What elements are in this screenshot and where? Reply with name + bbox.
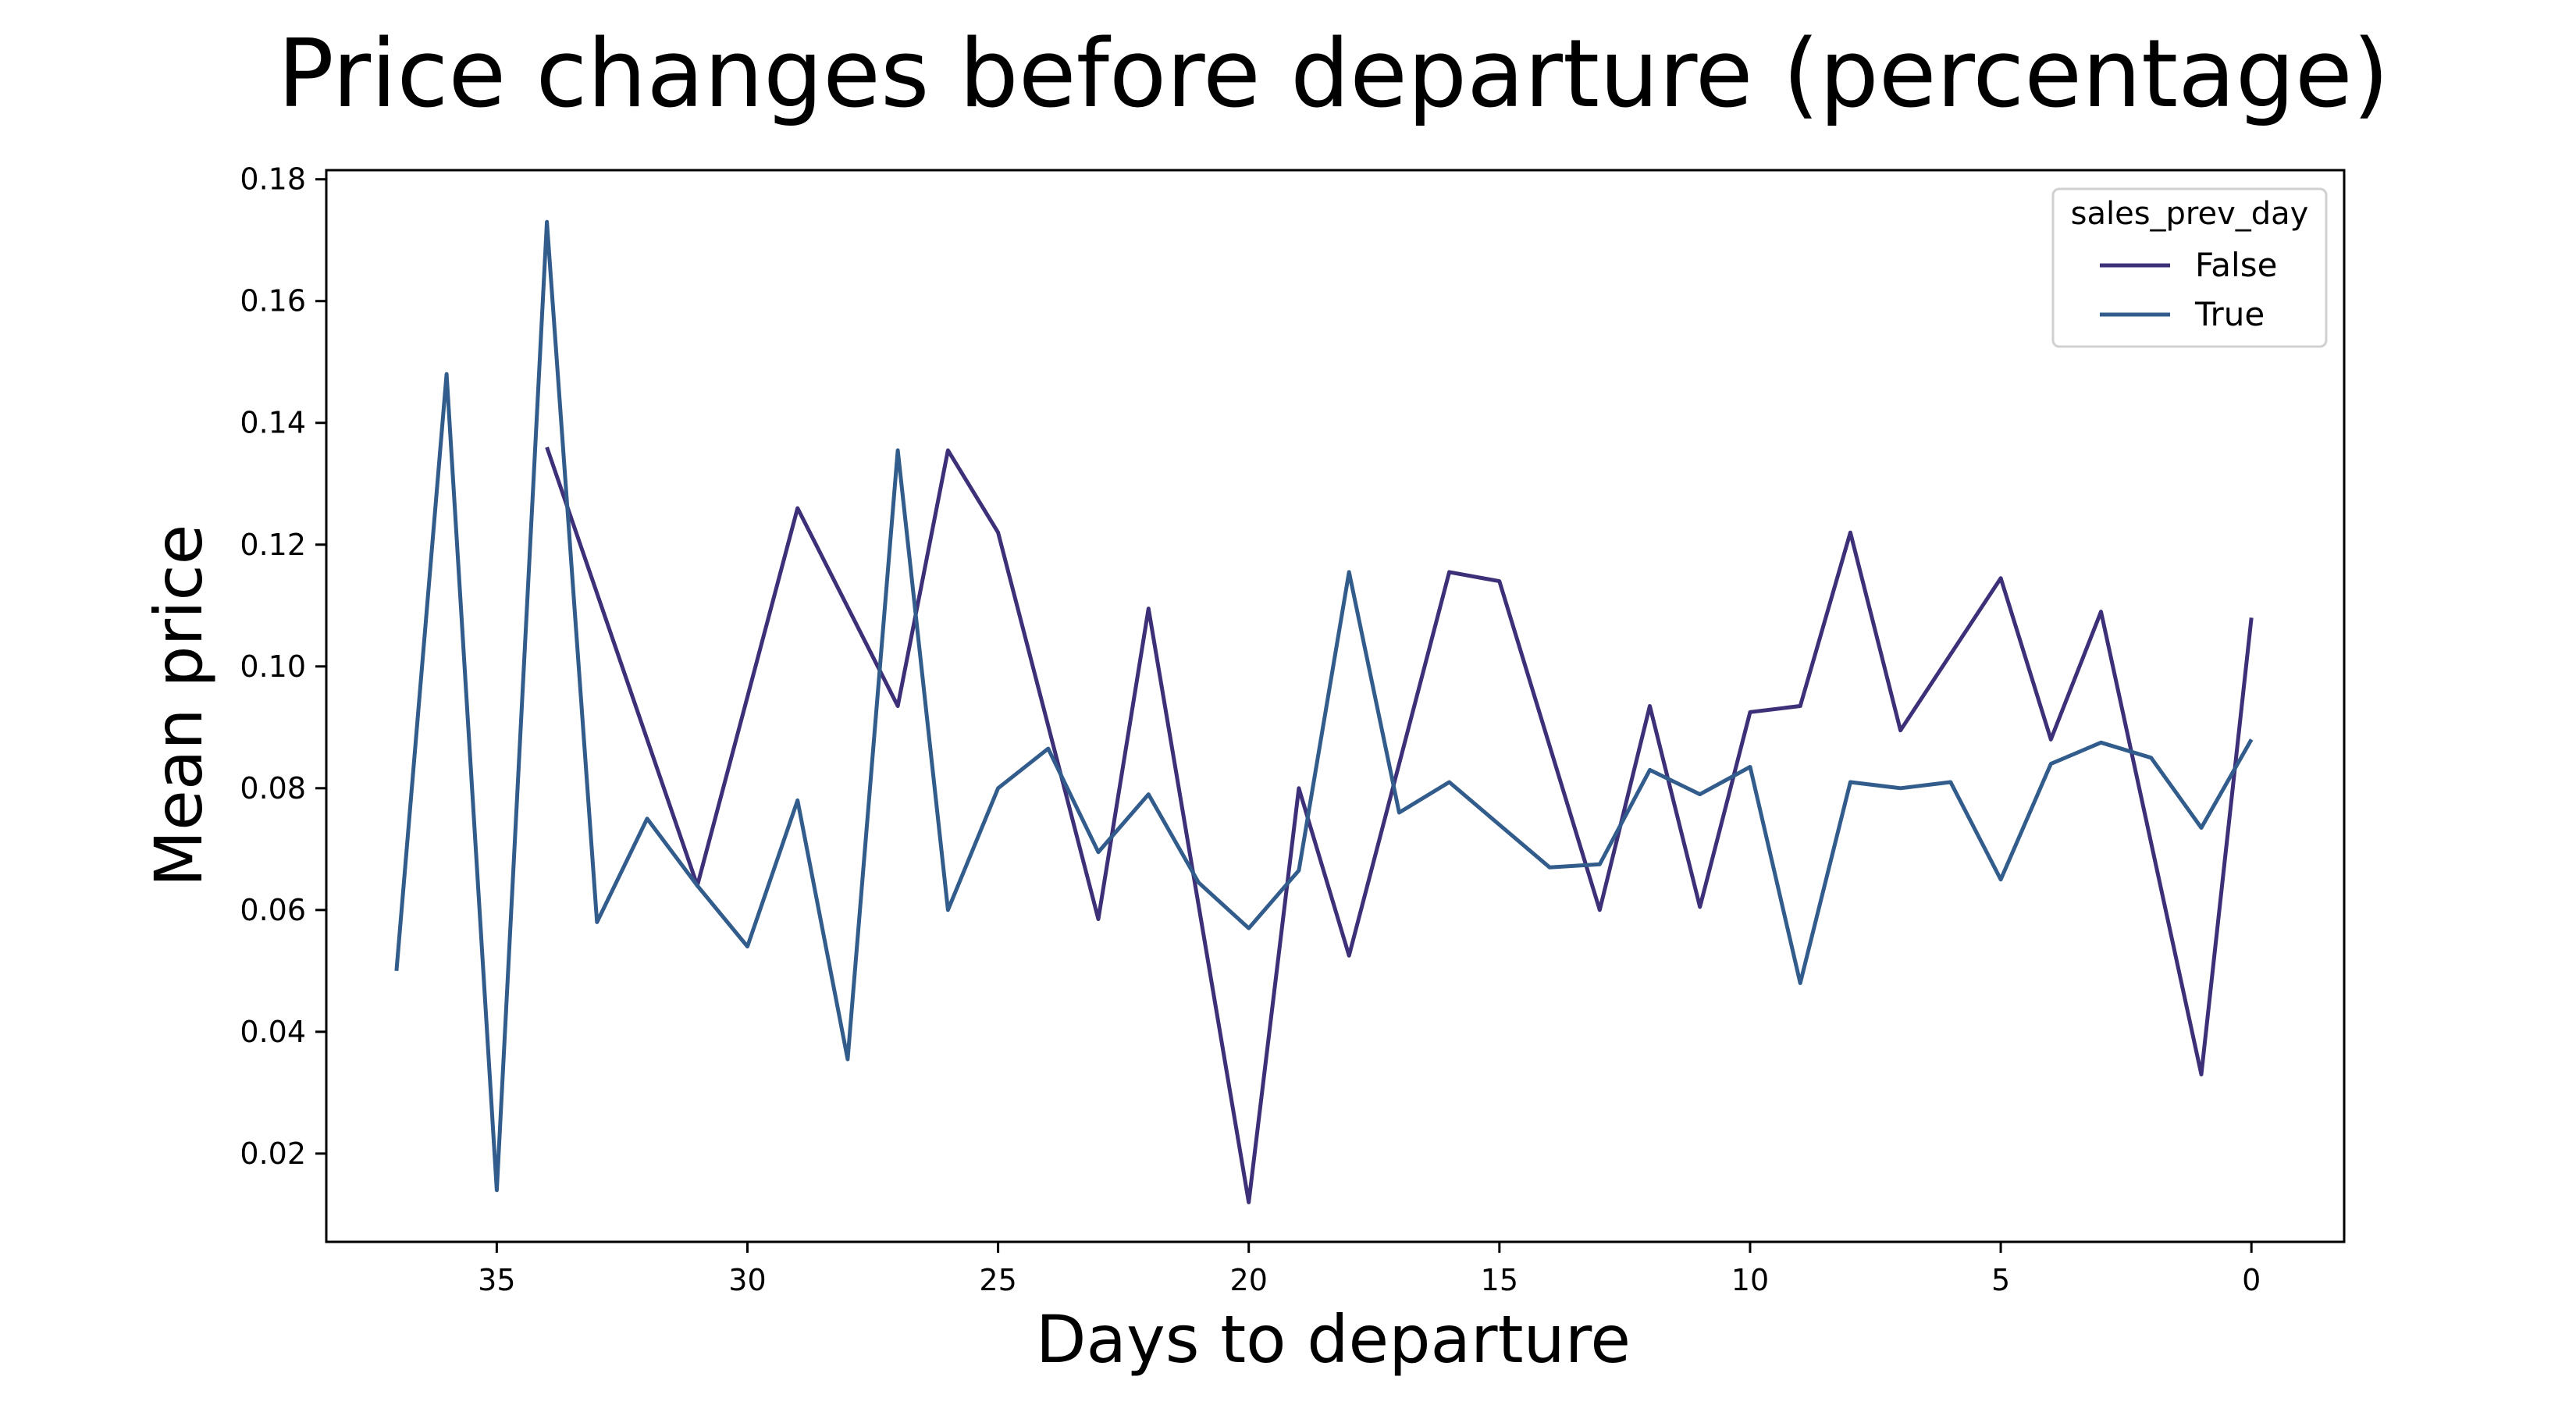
x-axis: 35 30 25 20 15 10 5 0 [478,1242,2261,1297]
x-tick-label-30: 30 [728,1263,766,1297]
plot-frame [325,169,2346,1243]
x-tick-label-25: 25 [979,1263,1016,1297]
x-tick-label-20: 20 [1230,1263,1268,1297]
y-tick-label-0.08: 0.08 [240,771,306,806]
legend-title: sales_prev_day [2071,196,2309,232]
y-tick-label-0.02: 0.02 [240,1136,306,1171]
y-tick-label-0.18: 0.18 [240,162,306,197]
legend-label-false: False [2195,246,2277,284]
x-tick-label-15: 15 [1481,1263,1518,1297]
legend-label-true: True [2194,295,2265,333]
x-tick-label-35: 35 [478,1263,515,1297]
y-tick-label-0.12: 0.12 [240,528,306,562]
y-axis: 0.02 0.04 0.06 0.08 0.10 0.12 0.14 0.16 0.18 [240,162,326,1171]
chart-title: Price changes before departure (percenta… [277,20,2389,129]
series-layer [394,219,2254,1204]
legend-box [2051,187,2328,348]
y-tick-label-0.14: 0.14 [240,406,306,440]
y-axis-label: Mean price [141,525,217,887]
legend: sales_prev_day False True [2051,187,2328,348]
x-tick-label-0: 0 [2242,1263,2261,1297]
x-axis-label: Days to departure [1036,1301,1631,1378]
y-tick-label-0.10: 0.10 [240,649,306,684]
x-tick-label-5: 5 [1991,1263,2010,1297]
series-line-true [394,219,2254,1193]
y-tick-label-0.16: 0.16 [240,284,306,318]
y-tick-label-0.06: 0.06 [240,893,306,927]
y-tick-label-0.04: 0.04 [240,1015,306,1049]
series-line-false [545,446,2254,1204]
x-tick-label-10: 10 [1731,1263,1769,1297]
